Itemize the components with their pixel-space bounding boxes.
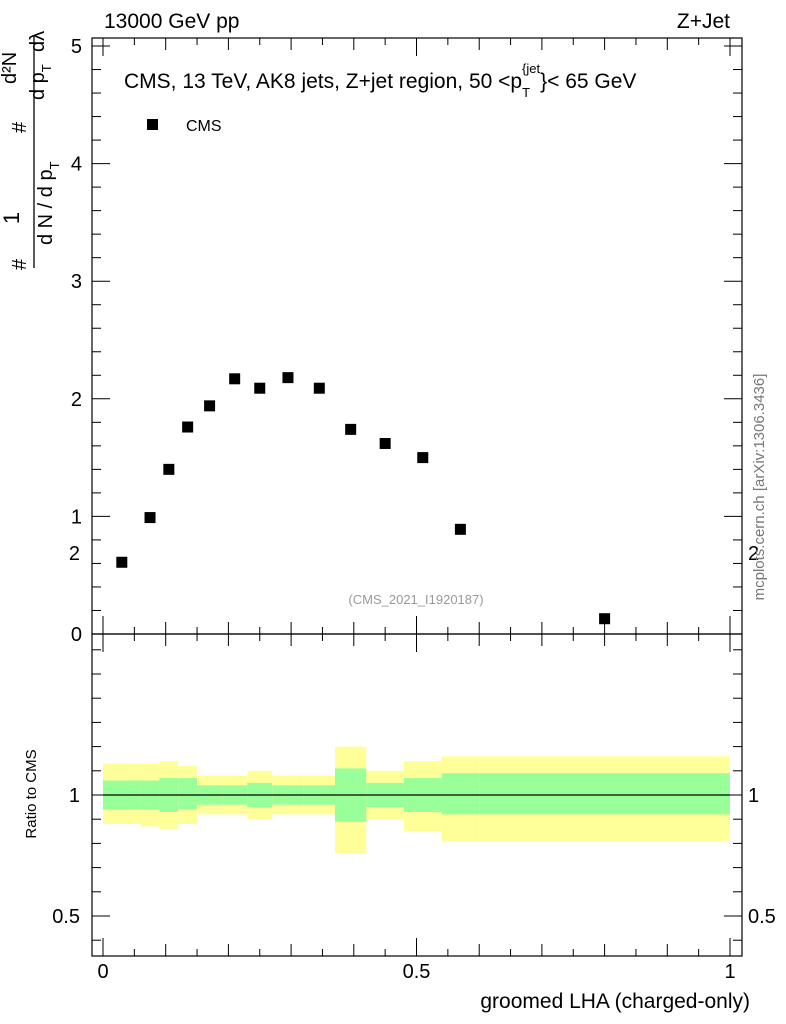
analysis-id: (CMS_2021_I1920187) — [348, 592, 483, 607]
y-tick-label-main: 2 — [71, 389, 82, 411]
data-point — [313, 382, 325, 394]
y-axis-label-main: # 1 d N / d pT # d²N d pT dλ — [0, 31, 62, 270]
y-axis-label-ratio: Ratio to CMS — [23, 749, 40, 838]
y-tick-label-main: 5 — [71, 36, 82, 58]
ylabel-dlambda: dλ — [27, 31, 49, 52]
title-sub: T — [522, 85, 530, 100]
band-green — [441, 773, 480, 815]
ylabel-hash2: # — [9, 121, 31, 133]
data-point — [163, 463, 175, 475]
data-point — [454, 523, 466, 535]
ylabel-d2n: d²N — [0, 52, 21, 84]
ylabel-one: 1 — [0, 212, 24, 224]
x-tick-label: 1 — [724, 961, 735, 983]
x-tick-label: 0 — [97, 961, 108, 983]
data-point — [144, 512, 156, 524]
ratio-bands — [103, 746, 730, 854]
chart-title: CMS, 13 TeV, AK8 jets, Z+jet region, 50 … — [124, 61, 636, 100]
band-green — [479, 773, 730, 815]
axes: 0 0.5 1 0 1 2 3 4 5 0.5 0.5 1 1 2 2 — [52, 36, 776, 983]
y-tick-label-main: 3 — [71, 271, 82, 293]
title-suffix: }< 65 GeV — [540, 70, 636, 93]
watermark: mcplots.cern.ch [arXiv:1306.3436] — [751, 374, 768, 601]
legend-marker — [147, 119, 158, 130]
y-tick-label-ratio: 0.5 — [52, 906, 80, 928]
data-point — [204, 400, 216, 412]
data-point — [599, 613, 611, 625]
y-tick-label-ratio: 1 — [69, 785, 80, 807]
data-point — [182, 421, 194, 433]
ylabel-den: d N / d pT — [35, 161, 62, 245]
x-tick-label: 0.5 — [403, 961, 431, 983]
data-point — [116, 556, 128, 568]
ylabel-hash: # — [9, 258, 31, 270]
data-point — [282, 372, 294, 384]
band-green — [178, 778, 198, 810]
y-tick-label-ratio-right: 1 — [748, 785, 759, 807]
data-point — [345, 423, 357, 435]
y-tick-label-main: 1 — [71, 506, 82, 528]
y-tick-label-ratio-right: 2 — [748, 543, 759, 565]
y-tick-label-main: 4 — [71, 154, 82, 176]
data-points — [116, 372, 611, 625]
header-process: Z+Jet — [677, 10, 730, 33]
y-tick-label-ratio-right: 0.5 — [748, 906, 776, 928]
data-point — [254, 382, 266, 394]
data-point — [417, 452, 429, 464]
ylabel-d2n-den: d pT — [27, 64, 54, 100]
data-point — [229, 373, 241, 385]
y-tick-label-main: 0 — [71, 624, 82, 646]
title-prefix: CMS, 13 TeV, AK8 jets, Z+jet region, 50 … — [124, 70, 522, 93]
legend-label: CMS — [186, 118, 222, 135]
header-energy: 13000 GeV pp — [104, 10, 239, 33]
title-sup: {jet — [522, 61, 540, 76]
data-point — [379, 437, 391, 449]
x-axis-label: groomed LHA (charged-only) — [480, 990, 750, 1013]
y-tick-label-ratio: 2 — [69, 543, 80, 565]
